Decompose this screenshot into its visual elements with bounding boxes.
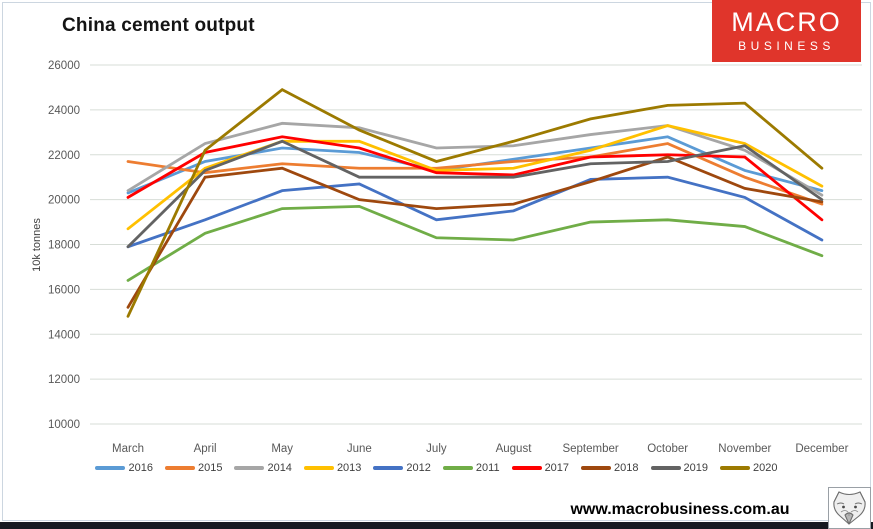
legend-label-2019: 2019: [683, 462, 709, 474]
series-line-2015: [126, 142, 824, 206]
legend-item-2016: 2016: [95, 462, 153, 474]
series-line-2020: [126, 88, 824, 318]
x-axis-label-july: July: [426, 443, 447, 455]
legend-label-2018: 2018: [614, 462, 639, 474]
bottom-bar: [0, 522, 873, 529]
chart-legend: 2016 2015 2014 2013 2012 2011 2017 2018 2019 2020: [0, 462, 873, 474]
x-axis-label-april: April: [194, 443, 217, 455]
legend-label-2011: 2011: [475, 462, 500, 474]
legend-swatch-2015: [164, 466, 195, 470]
legend-swatch-2014: [234, 466, 265, 470]
y-axis-title: 10k tonnes: [31, 218, 43, 272]
x-axis-label-october: October: [647, 443, 688, 455]
series-line-2011: [126, 204, 824, 282]
legend-swatch-2016: [95, 466, 126, 470]
series-line-2012: [126, 175, 824, 249]
series-line-2018: [126, 155, 824, 309]
legend-label-2020: 2020: [753, 462, 778, 474]
y-tick-label-22000: 22000: [48, 150, 80, 162]
x-axis-label-august: August: [496, 443, 533, 455]
legend-item-2013: 2013: [303, 462, 362, 474]
wolf-logo-box: [828, 487, 871, 529]
wolf-icon: [833, 491, 866, 525]
legend-label-2013: 2013: [336, 462, 362, 474]
legend-label-2016: 2016: [128, 462, 153, 474]
legend-item-2012: 2012: [373, 462, 431, 474]
y-tick-label-18000: 18000: [48, 240, 80, 252]
logo-text-macro: MACRO: [731, 7, 842, 37]
y-tick-label-10000: 10000: [48, 419, 80, 431]
x-axis-label-december: December: [795, 443, 848, 455]
y-tick-label-20000: 20000: [48, 195, 80, 207]
legend-item-2015: 2015: [164, 462, 223, 474]
x-axis-label-march: March: [112, 443, 144, 455]
y-tick-label-26000: 26000: [48, 60, 80, 72]
y-tick-label-24000: 24000: [48, 105, 80, 117]
legend-label-2017: 2017: [544, 462, 570, 474]
macrobusiness-logo: MACRO BUSINESS: [712, 0, 861, 62]
series-line-2019: [126, 139, 824, 249]
legend-swatch-2012: [373, 466, 404, 470]
legend-item-2018: 2018: [581, 462, 639, 474]
x-axis-label-november: November: [718, 443, 771, 455]
legend-item-2011: 2011: [442, 462, 500, 474]
series-line-2017: [126, 135, 824, 222]
y-tick-label-12000: 12000: [48, 374, 80, 386]
legend-label-2015: 2015: [197, 462, 223, 474]
legend-swatch-2017: [511, 466, 542, 470]
legend-swatch-2019: [650, 466, 681, 470]
legend-item-2014: 2014: [234, 462, 292, 474]
chart-title: China cement output: [62, 15, 255, 36]
series-line-2014: [126, 121, 824, 197]
legend-item-2019: 2019: [650, 462, 709, 474]
legend-swatch-2020: [720, 466, 751, 470]
website-url: www.macrobusiness.com.au: [570, 501, 790, 518]
legend-label-2012: 2012: [406, 462, 431, 474]
x-axis-label-september: September: [562, 443, 618, 455]
legend-swatch-2013: [303, 466, 334, 470]
logo-text-business: BUSINESS: [738, 39, 835, 53]
x-axis-label-may: May: [271, 443, 293, 455]
chart-frame: [2, 2, 871, 521]
legend-swatch-2018: [581, 466, 612, 470]
y-tick-label-14000: 14000: [48, 329, 80, 341]
legend-label-2014: 2014: [267, 462, 292, 474]
legend-item-2020: 2020: [720, 462, 778, 474]
y-tick-label-16000: 16000: [48, 284, 80, 296]
x-axis-label-june: June: [347, 443, 372, 455]
legend-swatch-2011: [442, 466, 473, 470]
legend-item-2017: 2017: [511, 462, 570, 474]
